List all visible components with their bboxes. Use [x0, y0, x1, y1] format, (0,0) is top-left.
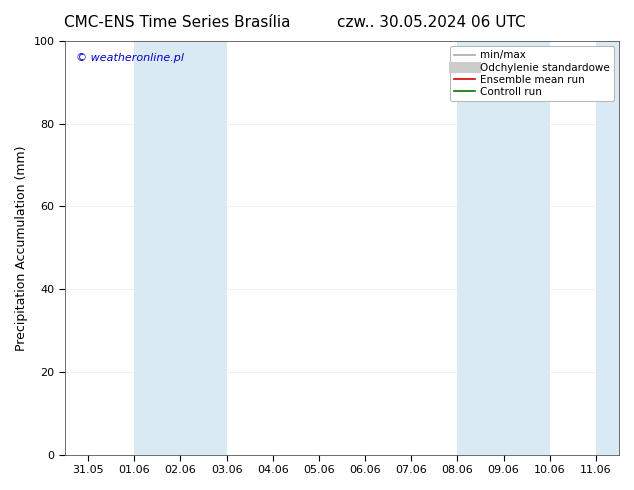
Bar: [134, 41, 226, 455]
Y-axis label: Precipitation Accumulation (mm): Precipitation Accumulation (mm): [15, 145, 28, 350]
Text: © weatheronline.pl: © weatheronline.pl: [76, 53, 184, 64]
Bar: [596, 41, 619, 455]
Text: czw.. 30.05.2024 06 UTC: czw.. 30.05.2024 06 UTC: [337, 15, 526, 30]
Bar: [457, 41, 550, 455]
Text: CMC-ENS Time Series Brasília: CMC-ENS Time Series Brasília: [64, 15, 291, 30]
Legend: min/max, Odchylenie standardowe, Ensemble mean run, Controll run: min/max, Odchylenie standardowe, Ensembl…: [450, 46, 614, 101]
